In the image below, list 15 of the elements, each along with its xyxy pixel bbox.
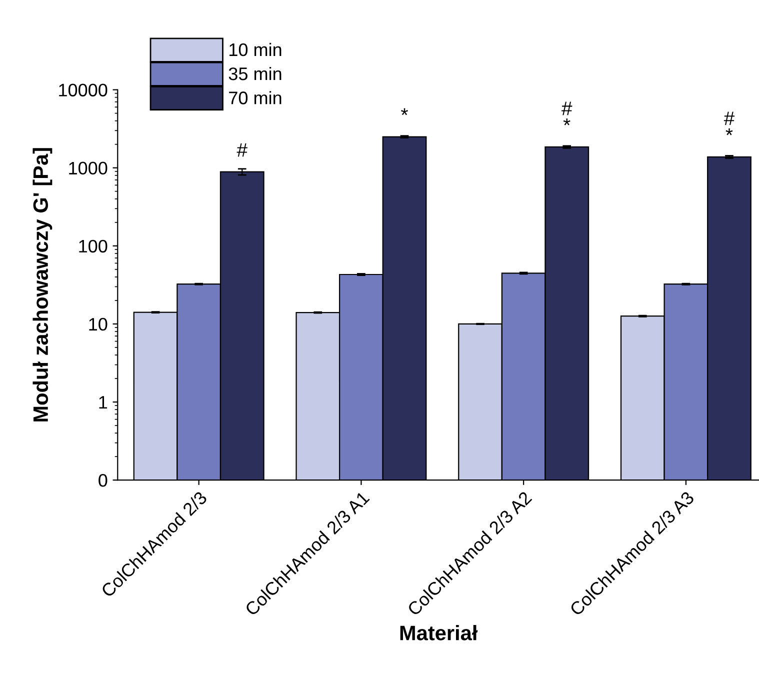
legend-label: 35 min bbox=[228, 66, 282, 80]
annotation: # * bbox=[724, 112, 735, 136]
legend-label: 10 min bbox=[230, 42, 282, 56]
y-tick-label: 10000 bbox=[59, 84, 108, 96]
annotation: # * bbox=[562, 102, 572, 126]
legend-label: 70 min bbox=[229, 91, 282, 104]
x-axis-title: Materiał bbox=[400, 625, 478, 640]
y-tick-label: 1 bbox=[99, 396, 108, 409]
y-tick-label: 0 bbox=[98, 474, 108, 487]
y-tick-label: 1000 bbox=[69, 162, 108, 175]
y-tick-label: 10 bbox=[89, 318, 108, 331]
y-axis-title: Moduł zachowawczy G' [Pa] bbox=[32, 148, 52, 422]
annotation: # bbox=[236, 143, 248, 157]
annotation: * bbox=[401, 108, 408, 116]
y-tick-label: 100 bbox=[79, 240, 108, 253]
